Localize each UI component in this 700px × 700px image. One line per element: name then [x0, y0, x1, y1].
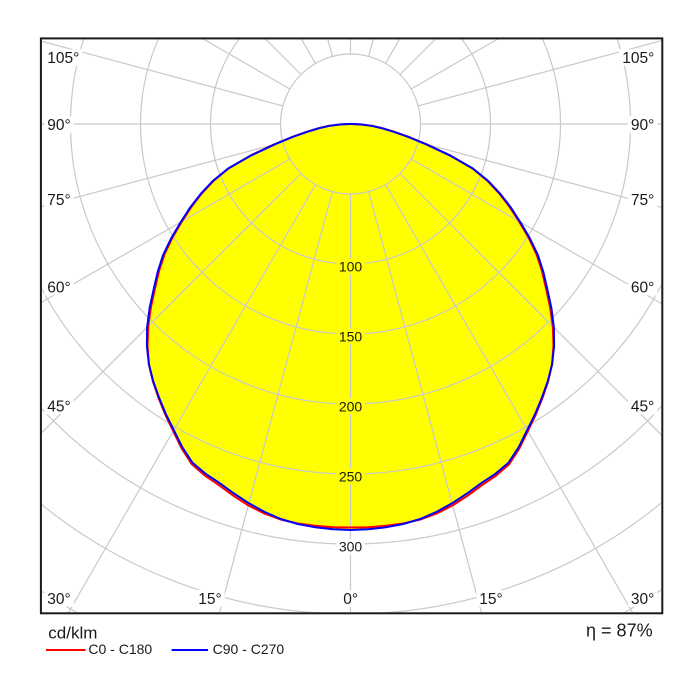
svg-text:250: 250: [339, 468, 363, 484]
svg-text:150: 150: [339, 328, 363, 344]
svg-text:C90 - C270: C90 - C270: [213, 641, 285, 657]
svg-text:200: 200: [339, 398, 363, 414]
svg-text:η = 87%: η = 87%: [586, 621, 653, 641]
svg-text:45°: 45°: [47, 399, 70, 416]
svg-text:30°: 30°: [47, 591, 70, 608]
svg-text:90°: 90°: [47, 117, 70, 134]
svg-text:90°: 90°: [631, 117, 654, 134]
svg-text:75°: 75°: [47, 192, 70, 209]
svg-text:100: 100: [339, 258, 363, 274]
svg-text:105°: 105°: [47, 50, 79, 67]
svg-text:15°: 15°: [479, 591, 502, 608]
svg-text:30°: 30°: [631, 591, 654, 608]
svg-text:C0 - C180: C0 - C180: [88, 641, 152, 657]
svg-text:60°: 60°: [47, 280, 70, 297]
svg-text:0°: 0°: [343, 591, 358, 608]
svg-text:60°: 60°: [631, 280, 654, 297]
svg-text:75°: 75°: [631, 192, 654, 209]
svg-text:15°: 15°: [198, 591, 221, 608]
svg-text:105°: 105°: [622, 50, 654, 67]
svg-text:300: 300: [339, 538, 363, 554]
svg-text:45°: 45°: [631, 399, 654, 416]
svg-text:cd/klm: cd/klm: [48, 623, 97, 642]
